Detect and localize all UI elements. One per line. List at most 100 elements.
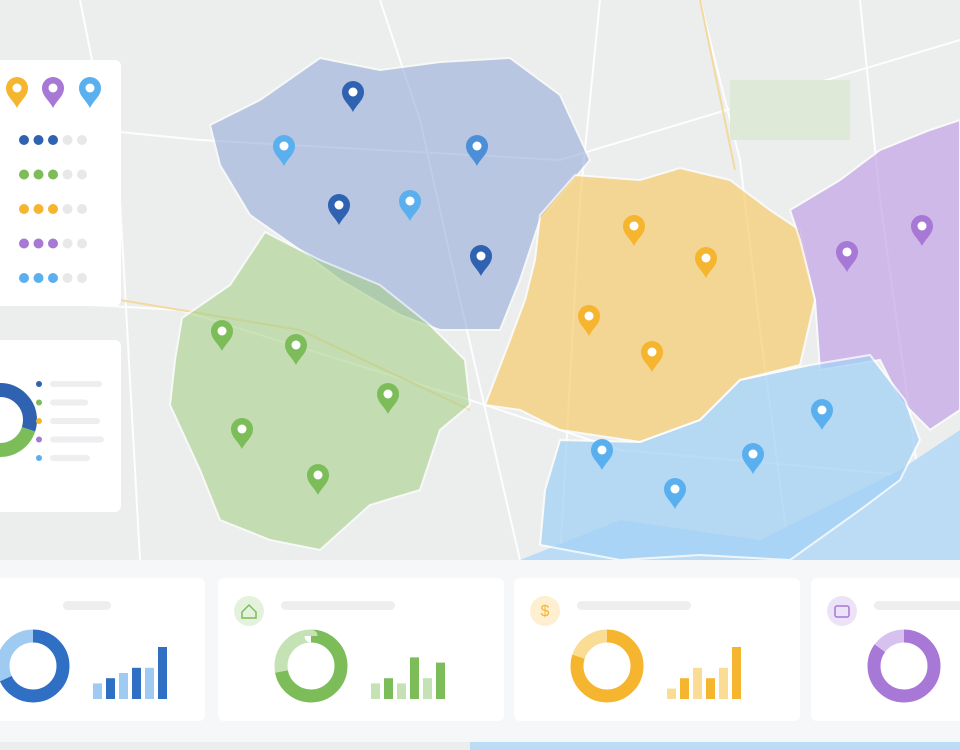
legend-dot	[77, 238, 87, 249]
pin-dot	[670, 484, 680, 494]
pin-dot	[291, 340, 301, 350]
region-green	[168, 230, 472, 552]
legend-dot	[19, 204, 29, 214]
pin-dot	[817, 405, 827, 415]
bar	[371, 683, 380, 699]
legend-dot	[33, 204, 44, 214]
donut-segment	[867, 629, 941, 703]
legend-dot	[36, 381, 42, 387]
legend-dot	[19, 169, 29, 180]
bar	[706, 678, 715, 699]
map-pins	[211, 81, 933, 509]
legend-dot	[19, 273, 29, 283]
pin-dot	[279, 141, 289, 151]
legend-dot	[77, 204, 87, 214]
card-icon	[241, 603, 257, 619]
legend-dot	[36, 436, 42, 443]
donut-segment	[274, 629, 348, 703]
placeholder-text	[50, 455, 90, 461]
legend-dot	[36, 455, 42, 461]
card	[218, 578, 504, 721]
pin-dot	[472, 141, 482, 151]
legend-dot	[33, 169, 44, 180]
pin-dot	[313, 470, 323, 480]
legend-dot	[48, 204, 58, 214]
overview-card	[0, 340, 121, 512]
card	[514, 578, 800, 721]
legend-dot	[77, 273, 87, 283]
legend-dot	[77, 169, 87, 180]
legend-dot	[33, 273, 44, 283]
card-icon-bg	[234, 596, 264, 626]
pin-dot	[917, 221, 927, 231]
placeholder-text	[63, 601, 111, 610]
bar	[410, 657, 419, 699]
bar	[384, 678, 393, 699]
legend-dot	[62, 238, 73, 249]
pin-dot	[383, 389, 393, 399]
placeholder-text	[281, 601, 395, 610]
placeholder-text	[50, 436, 104, 443]
card-icon-bg	[530, 596, 560, 626]
kpi-cards: $	[0, 578, 960, 721]
legend-dot	[36, 418, 42, 424]
pin-dot	[348, 87, 358, 97]
bar	[436, 662, 445, 699]
card-icon: $	[541, 603, 550, 620]
donut-segment	[0, 629, 70, 703]
pin-dot	[12, 83, 22, 93]
bar	[132, 667, 141, 699]
placeholder-text	[577, 601, 691, 610]
legend-dot	[36, 399, 42, 406]
legend-dot	[48, 238, 58, 249]
pin-dot	[48, 83, 58, 93]
placeholder-text	[50, 399, 88, 406]
legend-dot	[62, 204, 73, 214]
donut-segment	[570, 629, 644, 703]
pin-dot	[597, 445, 607, 455]
pin-dot	[85, 83, 95, 93]
bar	[732, 647, 741, 699]
pin-dot	[237, 424, 247, 434]
placeholder-text	[874, 601, 960, 610]
pin-dot	[405, 196, 415, 206]
pin-dot	[584, 311, 594, 321]
legend-dot	[62, 169, 73, 180]
card	[0, 340, 121, 512]
pin-dot	[842, 247, 852, 257]
bar	[106, 678, 115, 699]
pin-dot	[647, 347, 657, 357]
legend-dot	[62, 273, 73, 283]
pin-dot	[334, 200, 344, 210]
legend-dot	[33, 238, 44, 249]
placeholder-text	[50, 418, 100, 424]
bar	[719, 667, 728, 699]
region-purple	[788, 118, 960, 432]
pin-dot	[748, 449, 758, 459]
legend-dot	[19, 135, 29, 145]
card-icon	[834, 605, 850, 618]
legend-dot	[19, 238, 29, 249]
legend-dot	[48, 135, 58, 145]
bar	[667, 688, 676, 699]
bar	[119, 673, 128, 699]
bar	[693, 667, 702, 699]
pin-dot	[701, 253, 711, 263]
legend-rows	[6, 76, 102, 283]
pin-dot	[629, 221, 639, 231]
bar	[93, 683, 102, 699]
placeholder-text	[50, 381, 102, 387]
legend-card	[0, 60, 121, 306]
bar	[423, 678, 432, 699]
legend-dot	[62, 135, 73, 145]
pin-dot	[217, 326, 227, 336]
legend-dot	[77, 135, 87, 145]
bar	[145, 667, 154, 699]
card	[0, 60, 121, 306]
bar	[158, 647, 167, 699]
bar	[680, 678, 689, 699]
legend-dot	[48, 169, 58, 180]
pin-dot	[476, 251, 486, 261]
donut-segment	[0, 383, 37, 457]
